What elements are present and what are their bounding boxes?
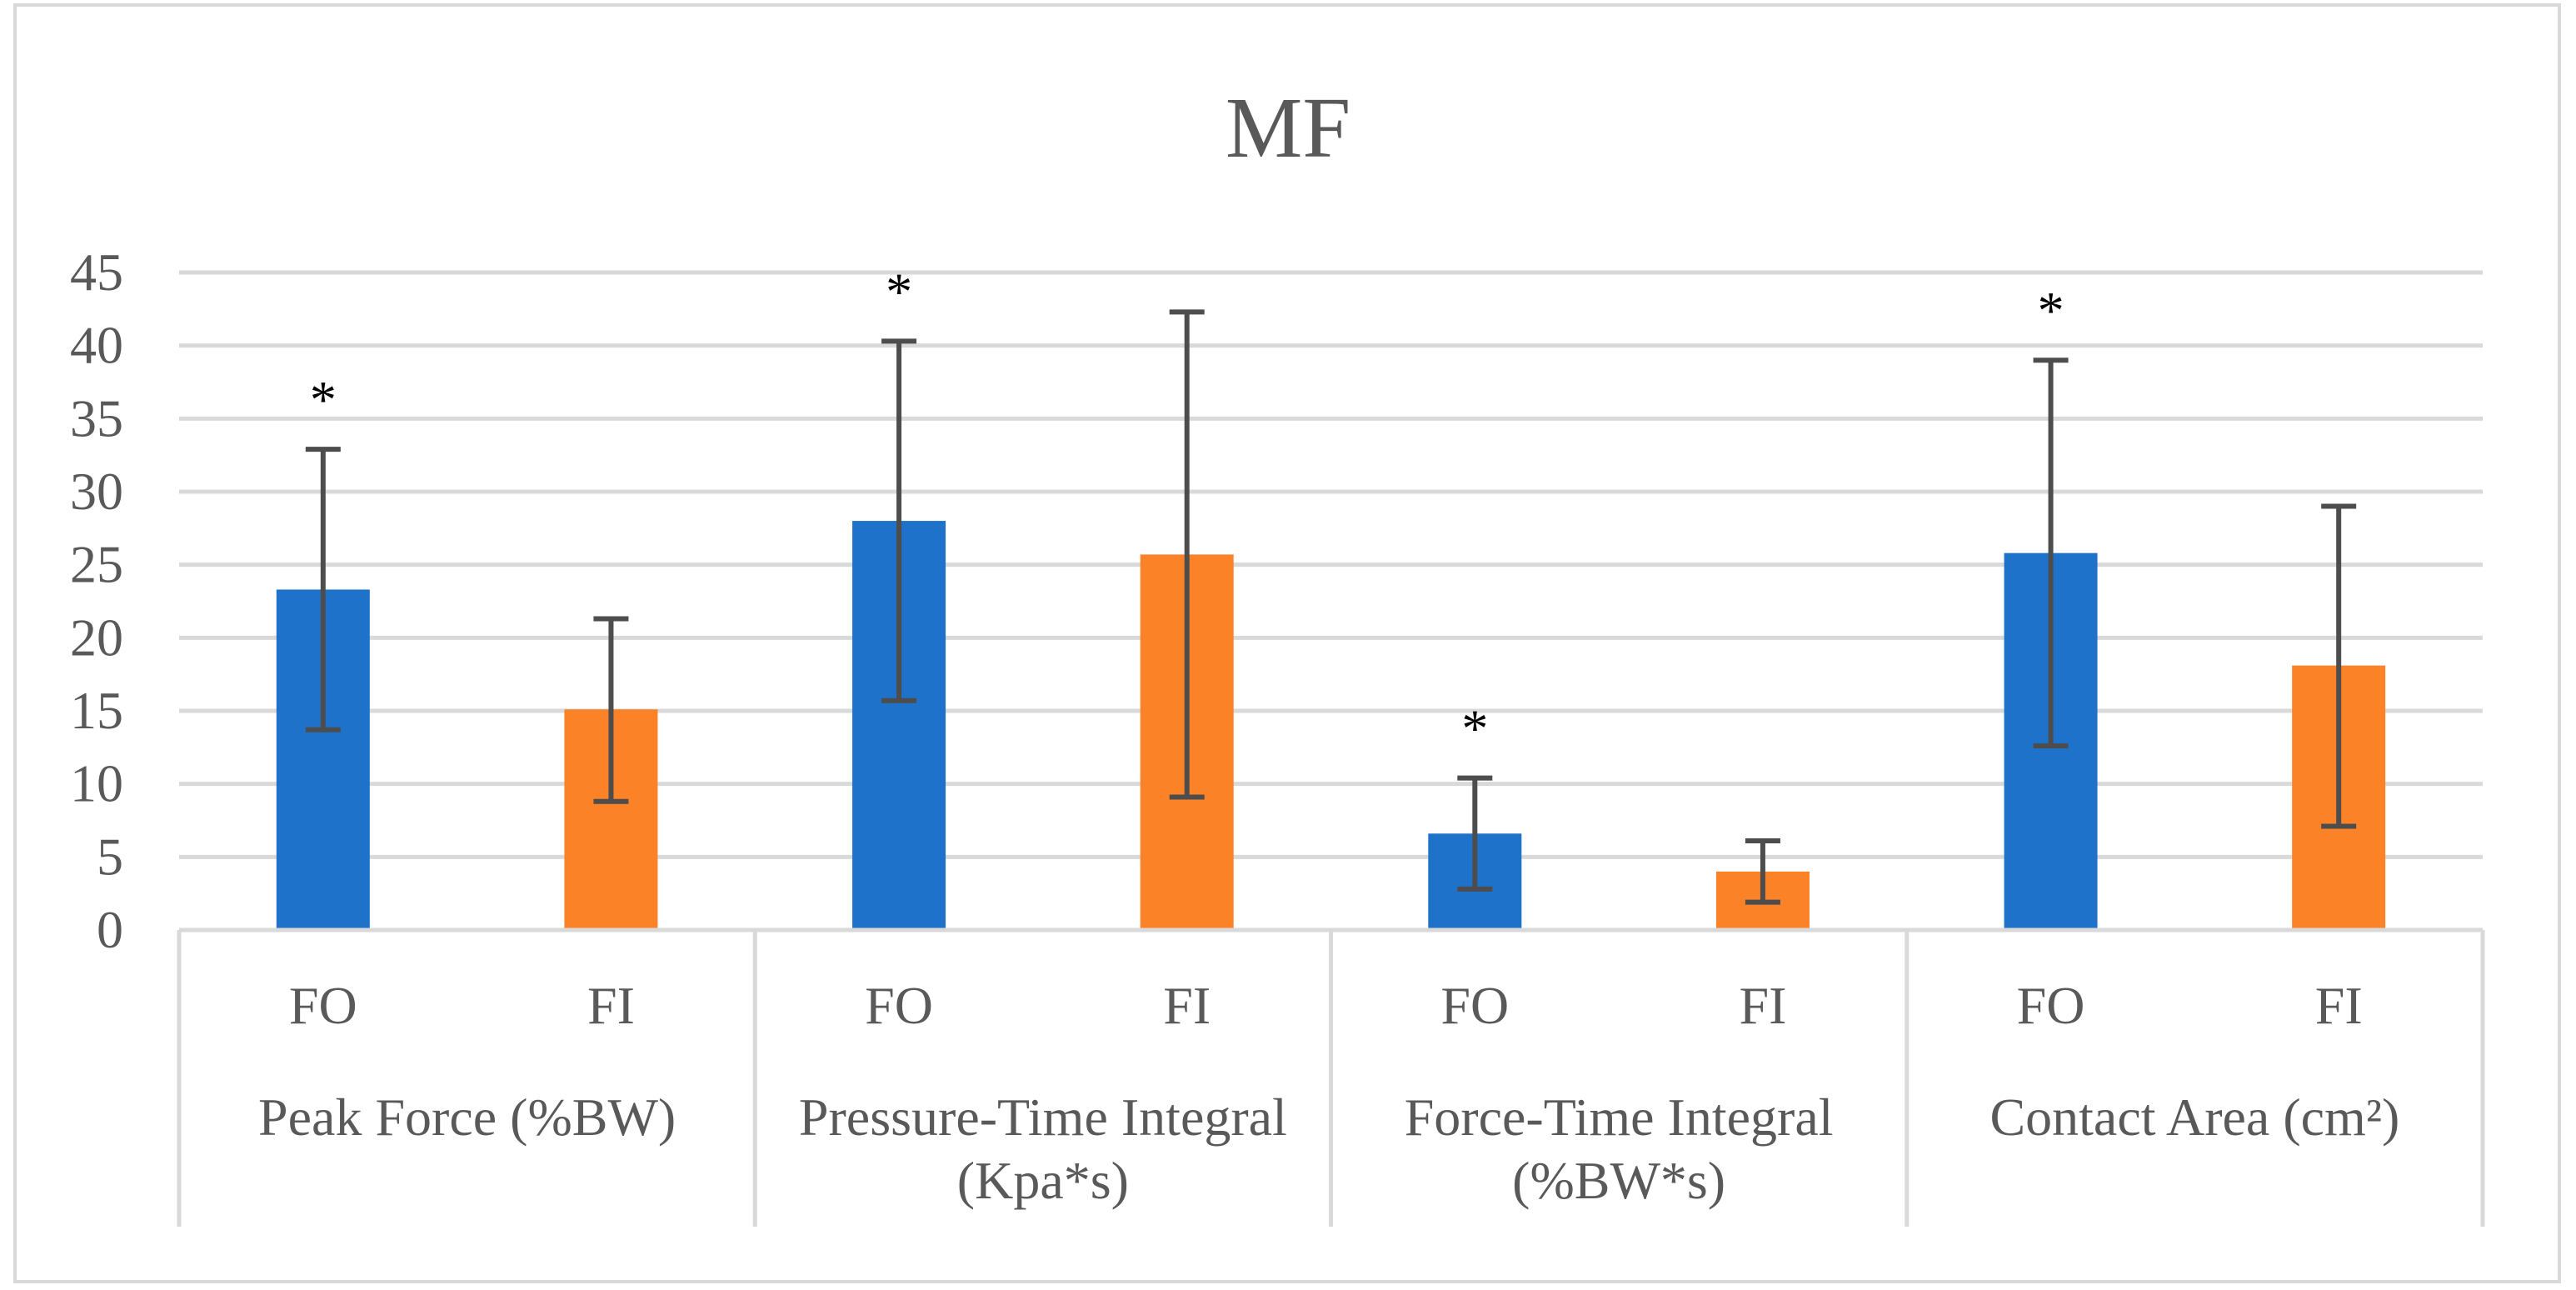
- error-bar: [2033, 358, 2069, 749]
- y-tick-label: 25: [70, 535, 123, 594]
- y-tick-label: 10: [70, 754, 123, 813]
- significance-markers: * * * *: [310, 262, 2064, 758]
- significance-asterisk: *: [886, 262, 912, 321]
- y-tick-label: 40: [70, 316, 123, 375]
- x-category-label: FO: [289, 976, 357, 1035]
- error-bar: [593, 616, 629, 804]
- x-group-label: Force-Time Integral (%BW*s): [1405, 1088, 1834, 1210]
- y-axis-tick-labels: 0 5 10 15 20 25 30 35 40 45: [70, 242, 123, 959]
- error-bars: [305, 309, 2357, 905]
- significance-asterisk: *: [1461, 699, 1488, 758]
- significance-asterisk: *: [2038, 281, 2064, 340]
- x-category-label: FO: [1440, 976, 1509, 1035]
- x-group-label: Contact Area (cm²): [1989, 1088, 2399, 1147]
- significance-asterisk: *: [310, 370, 337, 429]
- error-bar: [1745, 838, 1780, 905]
- x-category-label: FO: [865, 976, 933, 1035]
- chart-border: [13, 3, 2561, 1283]
- y-tick-label: 5: [97, 827, 123, 886]
- y-tick-label: 30: [70, 462, 123, 521]
- x-group-label: Peak Force (%BW): [258, 1088, 676, 1147]
- y-tick-label: 35: [70, 388, 123, 448]
- x-category-label: FI: [2315, 976, 2363, 1035]
- error-bar: [1169, 309, 1205, 800]
- chart-title: MF: [1226, 80, 1350, 176]
- x-category-label: FI: [1739, 976, 1786, 1035]
- x-axis: FO FI FO FI FO FI FO FI Peak Force (%BW) Pressure…: [177, 928, 2485, 1227]
- y-tick-label: 0: [97, 900, 123, 959]
- error-bar: [1457, 775, 1493, 892]
- gridlines: [179, 270, 2483, 859]
- error-bar: [305, 447, 341, 732]
- y-tick-label: 20: [70, 608, 123, 667]
- x-category-label: FI: [587, 976, 635, 1035]
- y-tick-label: 15: [70, 681, 123, 740]
- x-category-label: FO: [2017, 976, 2085, 1035]
- error-bar: [2321, 503, 2357, 829]
- x-group-label: Pressure-Time Integral (Kpa*s): [799, 1088, 1287, 1210]
- error-bar: [881, 338, 917, 703]
- x-category-label: FI: [1163, 976, 1211, 1035]
- y-tick-label: 45: [70, 242, 123, 302]
